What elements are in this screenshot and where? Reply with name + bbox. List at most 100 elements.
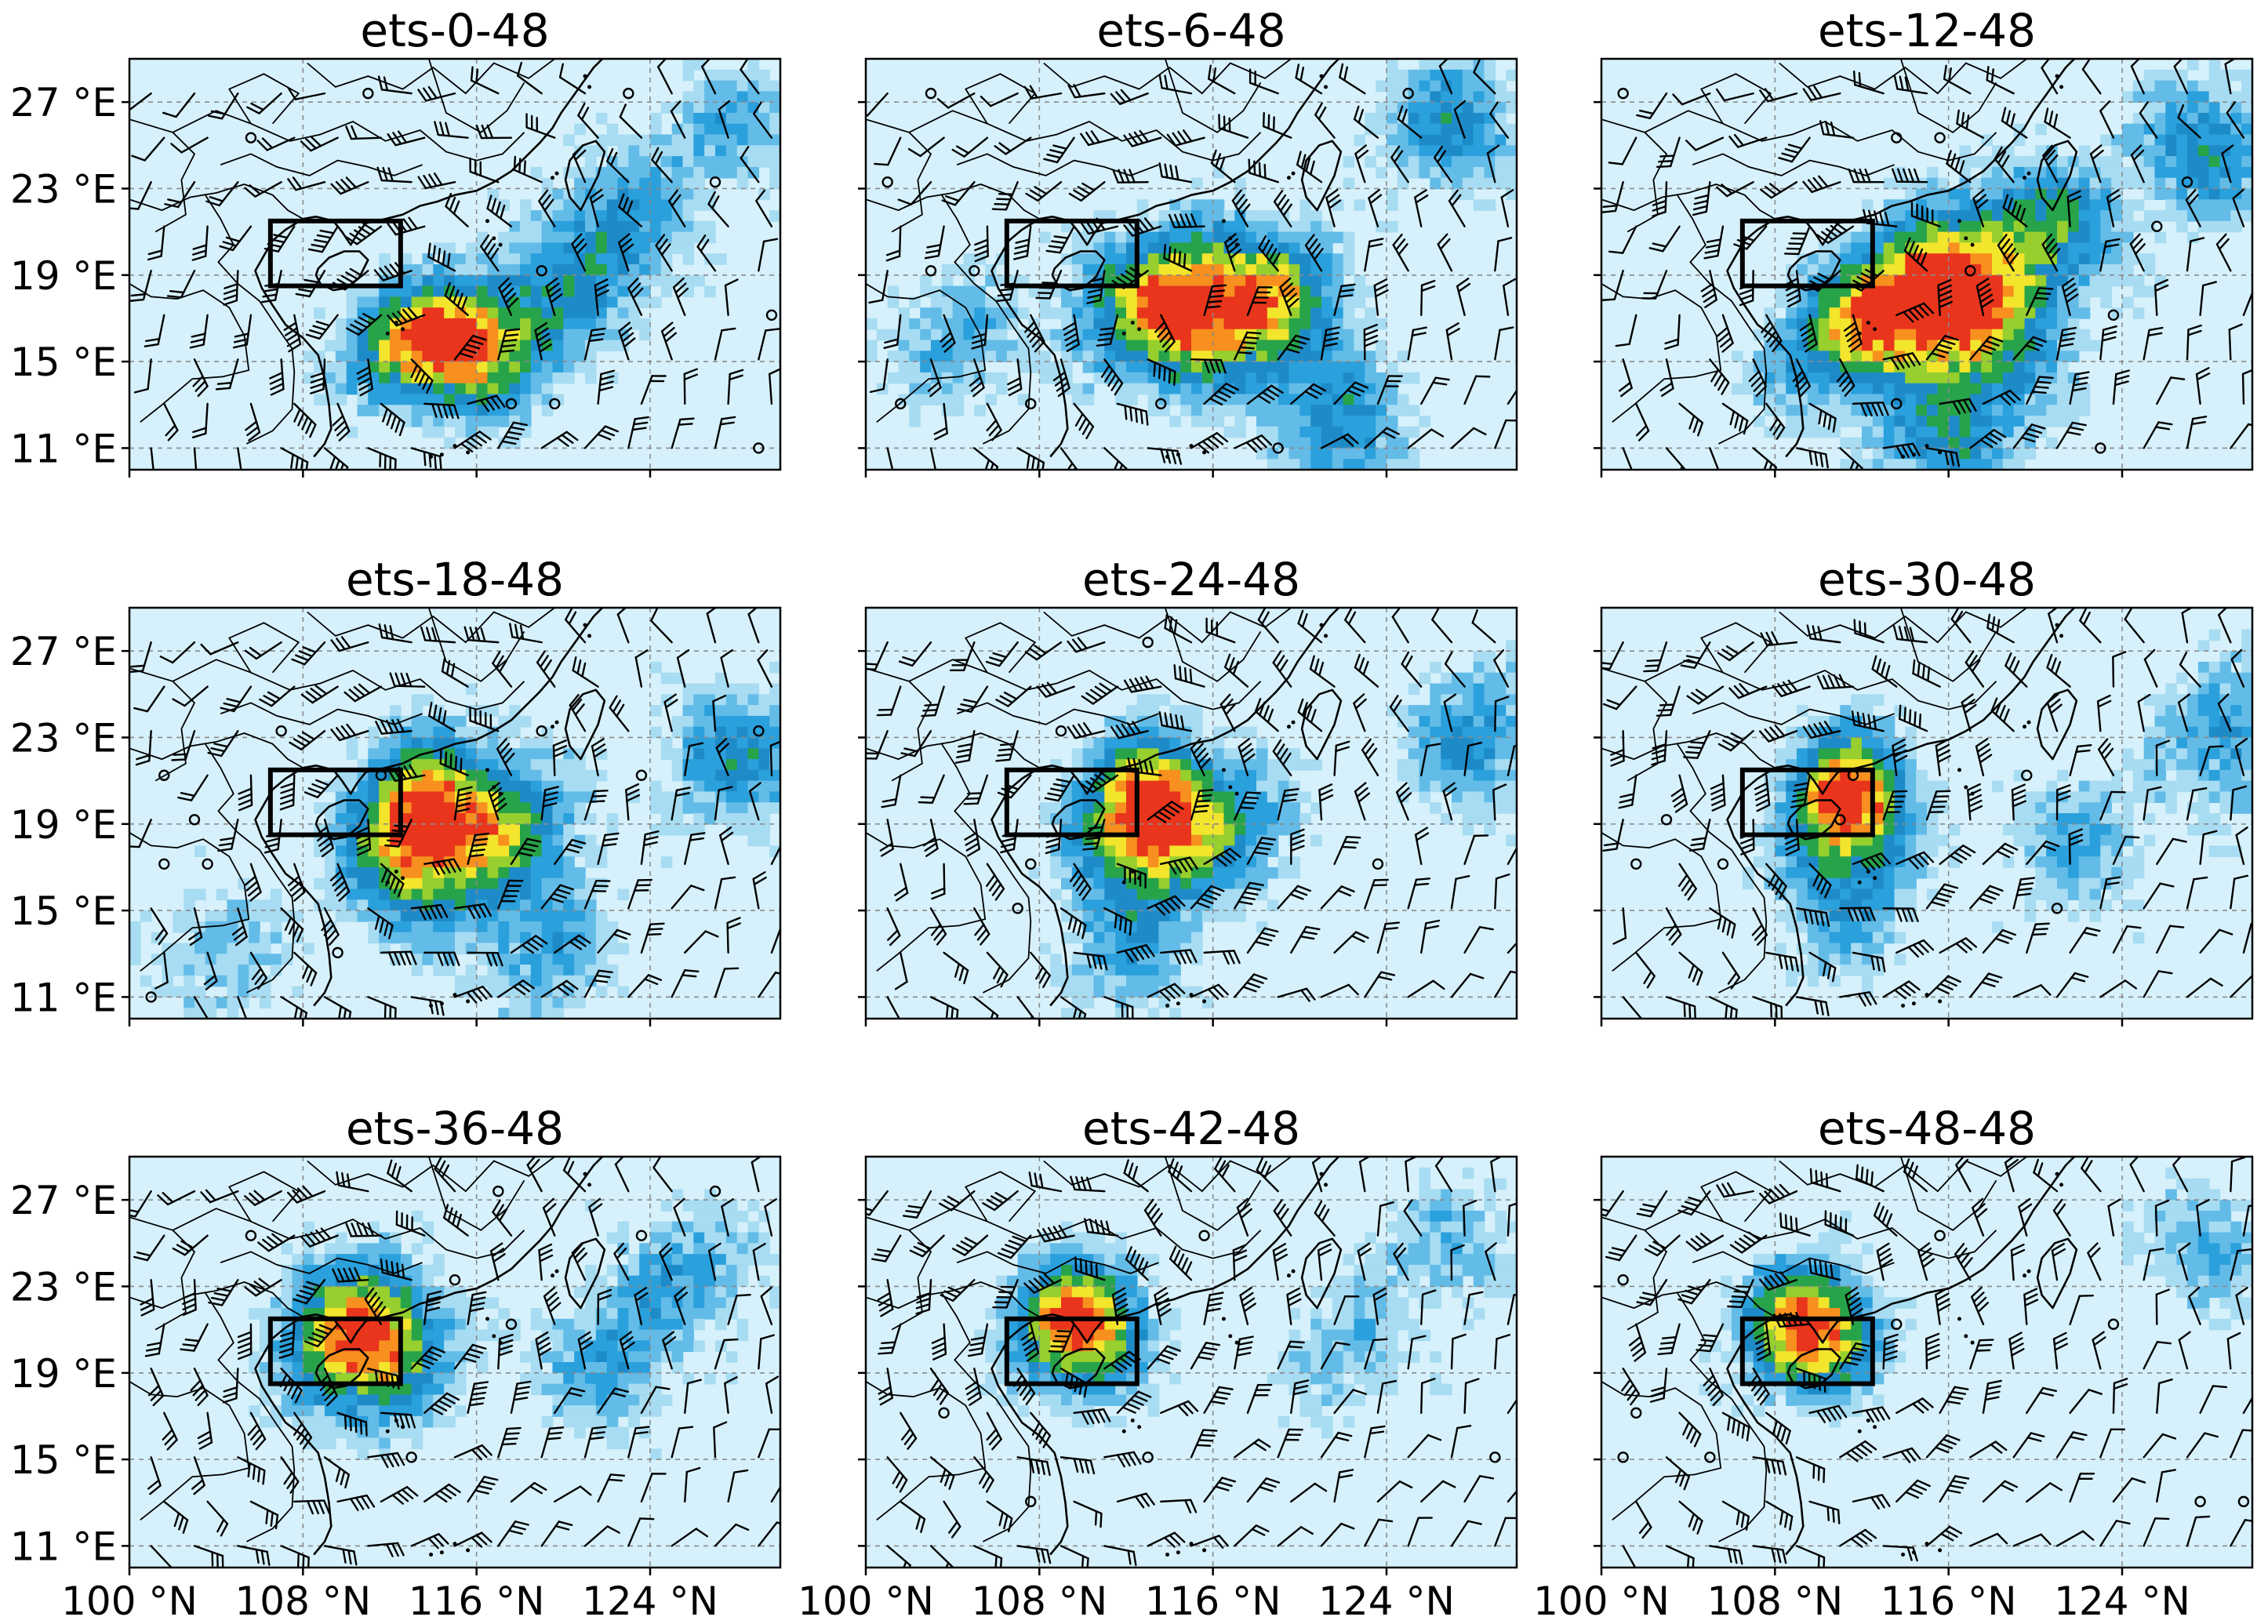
map-frame — [864, 606, 1518, 1020]
hainan-island — [1051, 250, 1106, 292]
y-tick-label: 19 °E — [10, 253, 117, 299]
gridlines — [1601, 1157, 2252, 1568]
taiwan-island — [564, 1237, 606, 1310]
gridlines — [866, 1157, 1517, 1568]
hainan-island — [1786, 250, 1841, 292]
x-tick-label: 124 °N — [582, 1579, 718, 1624]
y-tick-label: 19 °E — [10, 802, 117, 848]
country-borders — [129, 608, 555, 994]
x-tick-label: 100 °N — [1533, 1579, 1670, 1624]
y-tick-label: 15 °E — [10, 340, 117, 385]
y-tick-label: 23 °E — [10, 166, 117, 212]
country-borders — [866, 608, 1292, 994]
gridlines — [1601, 608, 2252, 1019]
hainan-island — [1051, 799, 1106, 841]
target-region-box — [1739, 1316, 1875, 1386]
gridlines — [866, 59, 1517, 470]
y-tick-label: 23 °E — [10, 1264, 117, 1310]
target-region-box — [267, 218, 403, 289]
hainan-island — [1786, 1348, 1841, 1390]
wind-barbs — [1601, 59, 2252, 470]
map-panel-ets-6-48: ets-6-48 — [858, 4, 1518, 478]
panel-title: ets-48-48 — [1818, 1102, 2036, 1155]
hainan-island — [314, 799, 369, 841]
x-tick-label: 116 °N — [1881, 1579, 2017, 1624]
y-tick-label: 11 °E — [10, 1524, 117, 1569]
target-region-box — [1004, 1316, 1139, 1386]
y-tick-label: 27 °E — [10, 1178, 117, 1223]
taiwan-island — [1300, 688, 1343, 761]
gridlines — [866, 608, 1517, 1019]
target-region-box — [267, 767, 403, 837]
wind-barbs — [129, 59, 780, 470]
map-panel-ets-48-48: ets-48-48 100 °N 108 °N 116 °N 124 °N — [1533, 1102, 2254, 1624]
map-frame — [1600, 57, 2254, 471]
wind-barbs — [1601, 608, 2252, 1019]
y-tick-label: 15 °E — [10, 1437, 117, 1483]
target-region-box — [1004, 767, 1139, 837]
wind-barbs — [866, 59, 1517, 470]
map-panel-ets-30-48: ets-30-48 — [1594, 553, 2254, 1026]
panel-title: ets-42-48 — [1082, 1102, 1300, 1155]
wind-barbs — [129, 1157, 780, 1568]
panel-title: ets-12-48 — [1818, 4, 2036, 57]
hainan-island — [1786, 799, 1841, 841]
panel-title: ets-24-48 — [1082, 553, 1300, 606]
country-borders — [866, 59, 1292, 445]
map-panel-ets-12-48: ets-12-48 — [1594, 4, 2254, 478]
precip-field — [249, 1189, 780, 1460]
panel-title: ets-6-48 — [1096, 4, 1285, 57]
map-frame — [864, 1155, 1518, 1569]
x-tick-label: 108 °N — [234, 1579, 371, 1624]
y-tick-label: 19 °E — [10, 1351, 117, 1397]
map-frame — [1600, 1155, 2254, 1569]
panel-title: ets-18-48 — [346, 553, 564, 606]
x-tick-label: 108 °N — [971, 1579, 1107, 1624]
target-region-box — [1739, 218, 1875, 289]
map-panel-ets-18-48: ets-18-48 27 °E 23 °E 19 °E 15 °E 11 °E — [10, 553, 782, 1026]
map-frame — [1600, 606, 2254, 1020]
y-tick-label: 27 °E — [10, 80, 117, 125]
x-tick-label: 100 °N — [798, 1579, 934, 1624]
wind-barbs — [1601, 1157, 2252, 1568]
x-tick-label: 124 °N — [1318, 1579, 1455, 1624]
map-frame — [128, 606, 782, 1020]
x-tick-label: 124 °N — [2054, 1579, 2190, 1624]
panel-title: ets-0-48 — [360, 4, 549, 57]
map-panel-ets-36-48: ets-36-48 27 °E 23 °E 19 °E 15 °E 11 °E 100 °N… — [10, 1102, 782, 1624]
hainan-island — [1051, 1348, 1106, 1390]
map-frame — [864, 57, 1518, 471]
wind-barbs — [866, 608, 1517, 1019]
panel-title: ets-36-48 — [346, 1102, 564, 1155]
map-frame — [128, 57, 782, 471]
target-region-box — [1004, 218, 1139, 289]
precip-field — [1732, 59, 2252, 470]
y-tick-label: 23 °E — [10, 715, 117, 761]
y-tick-label: 27 °E — [10, 629, 117, 674]
gridlines — [129, 1157, 780, 1568]
x-tick-label: 108 °N — [1706, 1579, 1843, 1624]
x-tick-label: 116 °N — [1145, 1579, 1281, 1624]
wind-barbs — [129, 608, 780, 1019]
target-region-box — [267, 1316, 403, 1386]
y-tick-label: 15 °E — [10, 888, 117, 934]
map-panel-ets-42-48: ets-42-48 100 °N 108 °N 116 °N 124 °N — [798, 1102, 1518, 1624]
taiwan-island — [1300, 140, 1343, 212]
taiwan-island — [564, 688, 606, 761]
x-tick-label: 116 °N — [409, 1579, 545, 1624]
x-tick-label: 100 °N — [61, 1579, 198, 1624]
hainan-island — [314, 1348, 369, 1390]
taiwan-island — [2036, 140, 2078, 212]
map-panel-ets-24-48: ets-24-48 — [858, 553, 1518, 1026]
precip-field — [1028, 640, 1517, 1019]
gridlines — [129, 608, 780, 1019]
panel-title: ets-30-48 — [1818, 553, 2036, 606]
gridlines — [1601, 59, 2252, 470]
target-region-box — [1739, 767, 1875, 837]
y-tick-label: 11 °E — [10, 975, 117, 1020]
coastline — [1726, 1157, 2078, 1557]
map-frame — [128, 1155, 782, 1569]
taiwan-island — [2036, 1237, 2078, 1310]
taiwan-island — [1300, 1237, 1343, 1310]
